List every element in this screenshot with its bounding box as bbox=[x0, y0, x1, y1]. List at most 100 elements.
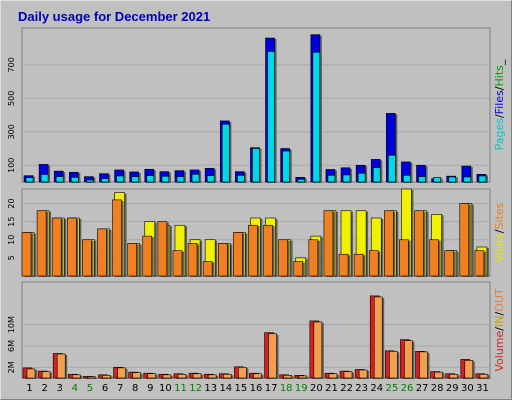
sites-bar bbox=[51, 217, 62, 277]
day-label: 22 bbox=[340, 383, 353, 394]
day-label: 18 bbox=[280, 383, 293, 394]
in-bar bbox=[71, 374, 81, 379]
day-label: 6 bbox=[102, 383, 108, 394]
day-label: 20 bbox=[310, 383, 323, 394]
day-label: 2 bbox=[41, 383, 47, 394]
pages-bar bbox=[206, 175, 215, 183]
legend-entry: / bbox=[493, 86, 506, 90]
day-label: 17 bbox=[265, 383, 278, 394]
sites-bar bbox=[36, 210, 47, 277]
legend-entry: / bbox=[493, 114, 506, 118]
panel-3-tick-label: 2M bbox=[7, 361, 16, 373]
in-bar bbox=[87, 376, 96, 379]
legend-entry: Pages bbox=[493, 118, 506, 151]
pages-bar bbox=[70, 177, 79, 183]
panel-2-tick-label: 20 bbox=[7, 198, 16, 208]
sites-bar bbox=[217, 243, 228, 277]
pages-bar bbox=[312, 51, 321, 183]
sites-bar bbox=[202, 261, 213, 277]
day-label: 25 bbox=[386, 383, 399, 394]
panel-1-tick-label: 100 bbox=[7, 158, 16, 173]
day-label: 8 bbox=[132, 383, 138, 394]
legend-entry: IN bbox=[493, 316, 506, 327]
pages-bar bbox=[101, 178, 109, 183]
day-label: 12 bbox=[189, 383, 202, 394]
in-bar bbox=[102, 375, 111, 379]
pages-bar bbox=[327, 175, 336, 183]
day-label: 9 bbox=[147, 383, 153, 394]
day-label: 3 bbox=[57, 383, 63, 394]
pages-bar bbox=[40, 174, 49, 183]
day-label: 24 bbox=[370, 383, 383, 394]
sites-bar bbox=[97, 228, 107, 277]
panel-3-tick-label: 6M bbox=[7, 340, 16, 352]
in-bar bbox=[117, 367, 126, 379]
in-bar bbox=[253, 373, 262, 379]
in-bar bbox=[192, 373, 202, 379]
pages-bar bbox=[388, 154, 396, 183]
in-bar bbox=[343, 371, 353, 379]
pages-bar bbox=[25, 177, 34, 183]
in-bar bbox=[26, 368, 36, 379]
sites-bar bbox=[414, 210, 424, 277]
sites-bar bbox=[293, 261, 304, 277]
legend-entry: _ bbox=[493, 59, 506, 66]
pages-bar bbox=[267, 51, 275, 183]
pages-bar bbox=[55, 176, 64, 183]
pages-bar bbox=[463, 176, 472, 183]
legend-entry: Sites bbox=[493, 202, 506, 229]
sites-bar bbox=[278, 239, 288, 277]
legend-entry: Hits bbox=[493, 65, 506, 87]
in-bar bbox=[56, 353, 66, 379]
day-label: 15 bbox=[235, 383, 248, 394]
in-bar bbox=[464, 360, 474, 379]
day-label: 23 bbox=[355, 383, 368, 394]
sites-bar bbox=[444, 250, 455, 277]
pages-bar bbox=[191, 174, 200, 183]
sites-bar bbox=[338, 253, 349, 277]
panel-2-legend: Visits/Sites bbox=[493, 202, 506, 262]
sites-bar bbox=[172, 250, 183, 277]
day-label: 11 bbox=[174, 383, 187, 394]
pages-bar bbox=[342, 174, 351, 183]
pages-bar bbox=[161, 176, 170, 183]
legend-entry: / bbox=[493, 327, 506, 331]
sites-bar bbox=[187, 243, 198, 277]
in-bar bbox=[419, 351, 428, 379]
in-bar bbox=[268, 333, 277, 379]
day-label: 28 bbox=[431, 383, 444, 394]
day-label: 30 bbox=[461, 383, 474, 394]
in-bar bbox=[132, 372, 141, 379]
panel-2-tick-label: 10 bbox=[7, 235, 16, 245]
sites-bar bbox=[429, 239, 439, 277]
panel-3-tick-label: 10M bbox=[7, 316, 16, 333]
in-bar bbox=[238, 367, 247, 379]
sites-bar bbox=[248, 224, 258, 277]
in-bar bbox=[313, 321, 323, 379]
panel-2-tick-label: 5 bbox=[7, 255, 16, 260]
in-bar bbox=[479, 373, 489, 379]
in-bar bbox=[162, 374, 172, 379]
sites-bar bbox=[233, 232, 243, 277]
sites-bar bbox=[127, 243, 137, 277]
in-bar bbox=[283, 375, 292, 379]
in-bar bbox=[177, 373, 187, 379]
panel-3-legend: Volume/IN/OUT bbox=[493, 288, 506, 372]
sites-bar bbox=[399, 239, 409, 277]
day-label: 27 bbox=[416, 383, 429, 394]
in-bar bbox=[434, 371, 443, 379]
panel-2-tick-label: 15 bbox=[7, 217, 16, 227]
pages-bar bbox=[433, 177, 441, 183]
legend-entry: / bbox=[493, 229, 506, 233]
in-bar bbox=[389, 351, 398, 379]
pages-bar bbox=[448, 176, 457, 183]
panel-1-tick-label: 700 bbox=[7, 57, 16, 72]
legend-entry: Visits bbox=[493, 233, 506, 262]
day-label: 31 bbox=[476, 383, 489, 394]
day-label: 4 bbox=[72, 383, 78, 394]
day-label: 13 bbox=[204, 383, 217, 394]
pages-bar bbox=[252, 148, 260, 183]
sites-bar bbox=[323, 210, 334, 277]
day-label: 21 bbox=[325, 383, 338, 394]
sites-bar bbox=[474, 250, 485, 277]
